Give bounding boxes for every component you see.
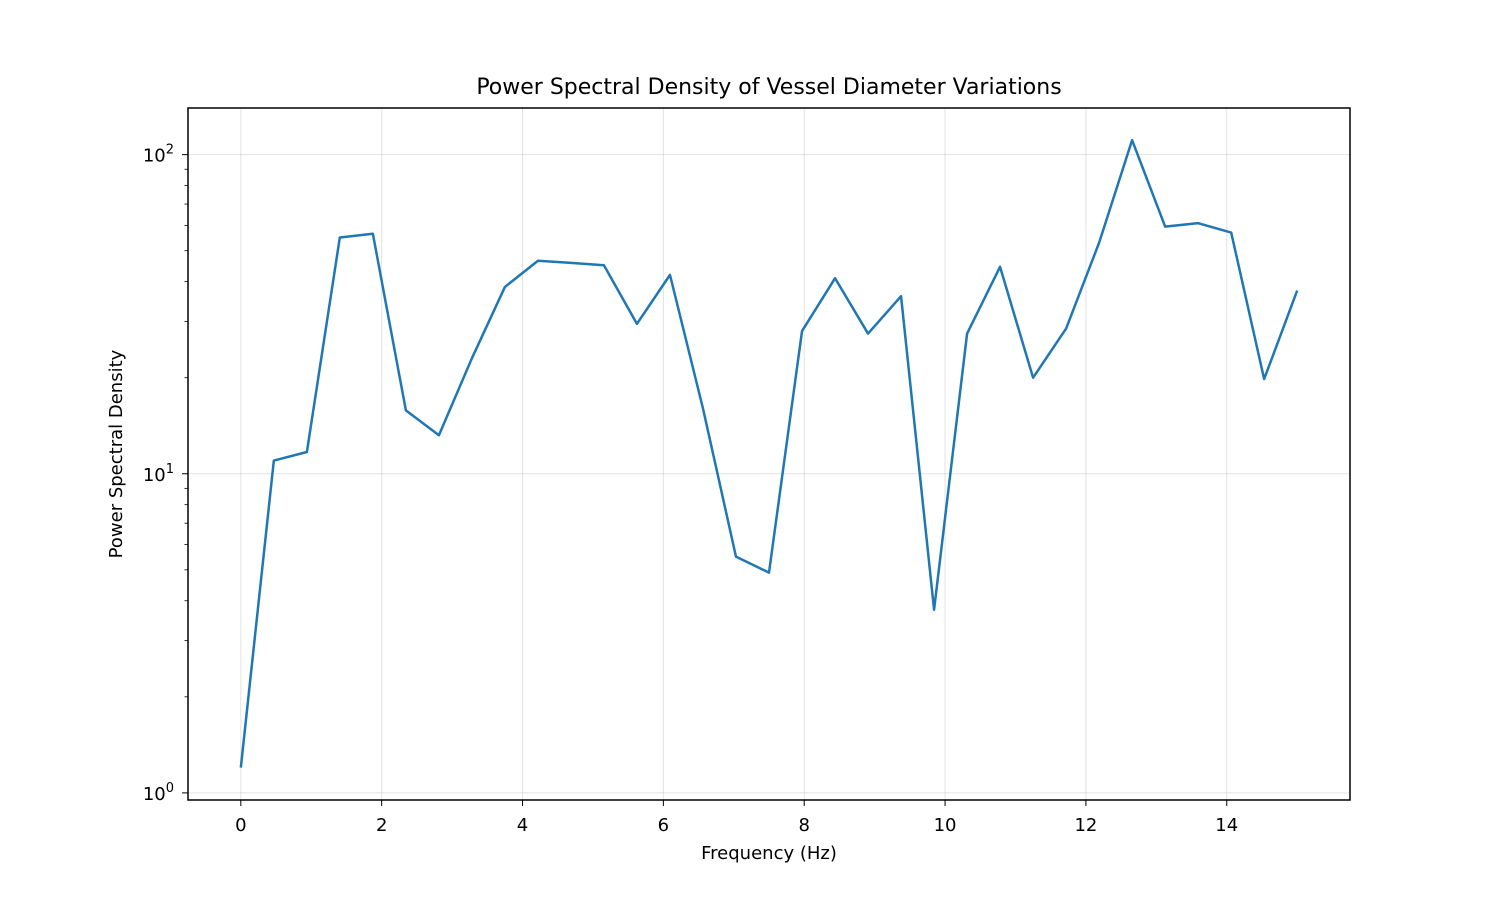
y-tick-label: 100: [143, 781, 174, 805]
axis-ticks: 0 2 4 6 8 10 12 14 100 101 102: [143, 143, 1238, 836]
x-tick-label: 10: [934, 815, 957, 836]
y-tick-label: 102: [143, 143, 174, 167]
x-axis-label: Frequency (Hz): [701, 843, 837, 864]
x-tick-label: 6: [658, 815, 669, 836]
psd-series-line: [239, 138, 1299, 768]
chart-title: Power Spectral Density of Vessel Diamete…: [476, 75, 1061, 100]
y-axis-label: Power Spectral Density: [106, 349, 127, 558]
y-tick-label: 101: [143, 462, 174, 486]
x-tick-label: 8: [798, 815, 809, 836]
grid-lines: [188, 108, 1350, 800]
plot-area-frame: [187, 107, 1351, 801]
x-tick-label: 12: [1074, 815, 1097, 836]
x-tick-label: 4: [517, 815, 528, 836]
series-layer: [239, 138, 1299, 768]
x-tick-label: 2: [376, 815, 387, 836]
x-tick-label: 0: [235, 815, 246, 836]
x-tick-label: 14: [1215, 815, 1238, 836]
